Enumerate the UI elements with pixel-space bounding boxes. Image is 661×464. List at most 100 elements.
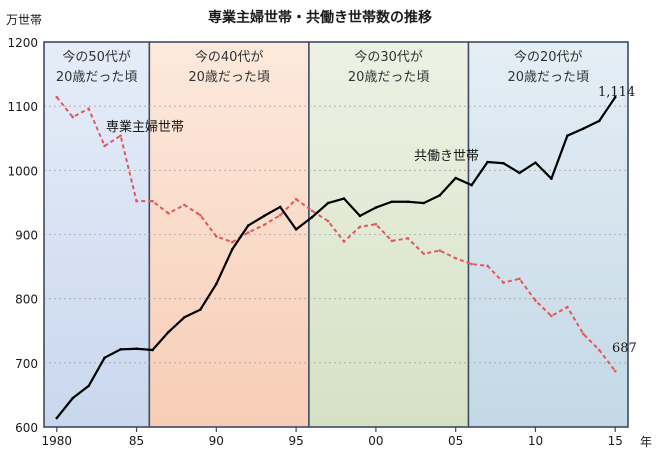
data-point-dual-income-1986 — [151, 348, 154, 352]
data-point-dual-income-2007 — [486, 160, 489, 164]
end-value-label-dual-income: 1,114 — [598, 85, 635, 100]
era-label-1-line2: 20歳だった頃 — [56, 70, 138, 85]
data-point-dual-income-1999 — [358, 214, 362, 218]
data-point-dual-income-2008 — [502, 161, 505, 165]
data-point-housewife-1990 — [215, 235, 218, 238]
series-lines — [55, 95, 617, 420]
x-tick-label-00: 00 — [368, 434, 383, 448]
data-point-housewife-1994 — [278, 213, 282, 217]
data-point-dual-income-1990 — [215, 282, 218, 286]
era-label-1-line1: 今の50代が — [62, 49, 131, 65]
x-tick-label-10: 10 — [528, 434, 543, 448]
y-tick-label-1000: 1000 — [7, 164, 38, 178]
era-label-4-line1: 今の20代が — [514, 49, 583, 65]
x-tick-label-1980: 1980 — [41, 434, 72, 448]
data-point-dual-income-2014 — [597, 119, 601, 123]
x-tick-label-85: 85 — [129, 434, 144, 448]
data-point-housewife-1993 — [262, 223, 266, 227]
end-value-label-housewife: 687 — [612, 341, 637, 356]
data-point-housewife-1995 — [294, 197, 298, 201]
plot-border — [43, 41, 629, 428]
annotations: 今の50代が20歳だった頃今の40代が20歳だった頃今の30代が20歳だった頃今… — [56, 49, 637, 356]
series-label-dual-income: 共働き世帯 — [414, 149, 479, 164]
data-point-dual-income-1998 — [342, 197, 346, 200]
series-line-dual-income — [55, 96, 617, 419]
data-point-housewife-2008 — [502, 281, 505, 284]
data-point-housewife-2003 — [422, 252, 426, 256]
data-point-dual-income-1984 — [119, 348, 122, 351]
data-point-dual-income-1994 — [278, 205, 282, 209]
chart-title: 専業主婦世帯・共働き世帯数の推移 — [208, 9, 432, 26]
data-point-dual-income-2005 — [454, 176, 457, 180]
data-point-housewife-2013 — [582, 332, 585, 336]
y-tick-label-1100: 1100 — [7, 100, 38, 114]
data-point-dual-income-2012 — [566, 134, 569, 137]
series-label-housewife: 専業主婦世帯 — [106, 119, 184, 135]
era-label-3-line2: 20歳だった頃 — [348, 70, 430, 85]
era-label-3-line1: 今の30代が — [354, 49, 423, 65]
y-tick-label-700: 700 — [15, 357, 38, 371]
data-point-housewife-1983 — [103, 144, 106, 148]
data-point-dual-income-2004 — [438, 194, 442, 197]
data-point-dual-income-1997 — [326, 201, 330, 205]
data-point-dual-income-1995 — [294, 228, 298, 231]
y-tick-label-600: 600 — [15, 421, 38, 435]
data-point-housewife-2015 — [613, 369, 617, 373]
era-label-2-line2: 20歳だった頃 — [188, 70, 270, 85]
data-point-dual-income-1993 — [262, 214, 266, 218]
data-point-dual-income-1989 — [199, 308, 202, 311]
data-point-housewife-2010 — [534, 299, 537, 302]
data-point-dual-income-1991 — [230, 247, 234, 251]
data-point-housewife-2012 — [566, 305, 569, 309]
x-axis-unit-label: 年 — [640, 435, 652, 449]
data-point-housewife-2001 — [390, 239, 394, 243]
data-point-housewife-1992 — [246, 231, 250, 234]
era-band-1 — [44, 42, 150, 427]
data-point-dual-income-1985 — [135, 347, 138, 351]
x-tick-label-95: 95 — [288, 434, 303, 448]
y-axis-unit-label: 万世帯 — [6, 13, 42, 27]
data-point-housewife-1986 — [151, 199, 154, 203]
data-point-dual-income-1983 — [103, 356, 106, 360]
data-point-dual-income-2000 — [374, 206, 378, 209]
axes: 600 700 800 900 1000 1100 1200 1980 85 90 95 00 05 10… — [7, 36, 629, 448]
data-point-dual-income-2013 — [582, 127, 585, 130]
data-point-housewife-1980 — [55, 95, 59, 99]
x-tick-label-05: 05 — [448, 434, 463, 448]
data-point-dual-income-1981 — [71, 396, 75, 400]
data-point-housewife-1988 — [183, 203, 186, 207]
data-point-dual-income-2006 — [470, 183, 473, 187]
data-point-dual-income-2009 — [518, 171, 521, 175]
data-point-housewife-2007 — [486, 264, 489, 268]
data-point-dual-income-2002 — [406, 200, 410, 204]
data-point-dual-income-1996 — [310, 215, 314, 219]
data-point-housewife-1981 — [71, 115, 75, 119]
gridlines — [44, 105, 628, 364]
data-point-housewife-2014 — [597, 348, 601, 352]
data-point-housewife-1984 — [119, 134, 122, 137]
data-point-dual-income-2010 — [534, 161, 537, 164]
data-point-housewife-2004 — [438, 249, 442, 252]
series-line-housewife — [55, 96, 617, 372]
data-point-dual-income-1988 — [183, 315, 186, 319]
data-point-dual-income-1980 — [55, 416, 59, 420]
era-label-2-line1: 今の40代が — [195, 49, 264, 65]
y-tick-label-1200: 1200 — [7, 36, 38, 50]
data-point-dual-income-2003 — [422, 201, 426, 205]
data-point-dual-income-1987 — [167, 330, 170, 334]
data-point-housewife-1991 — [230, 240, 234, 244]
data-point-housewife-1985 — [135, 199, 138, 203]
data-point-housewife-1999 — [358, 225, 362, 229]
data-point-housewife-2009 — [518, 277, 521, 281]
data-point-dual-income-2001 — [390, 200, 394, 204]
data-point-housewife-1987 — [167, 212, 170, 215]
data-point-housewife-1998 — [342, 240, 346, 243]
data-point-housewife-2005 — [454, 256, 457, 260]
data-point-housewife-2011 — [550, 314, 553, 318]
data-point-housewife-1997 — [326, 219, 330, 223]
y-tick-label-800: 800 — [15, 293, 38, 307]
data-point-housewife-1982 — [87, 107, 90, 111]
data-point-dual-income-1982 — [87, 384, 90, 388]
